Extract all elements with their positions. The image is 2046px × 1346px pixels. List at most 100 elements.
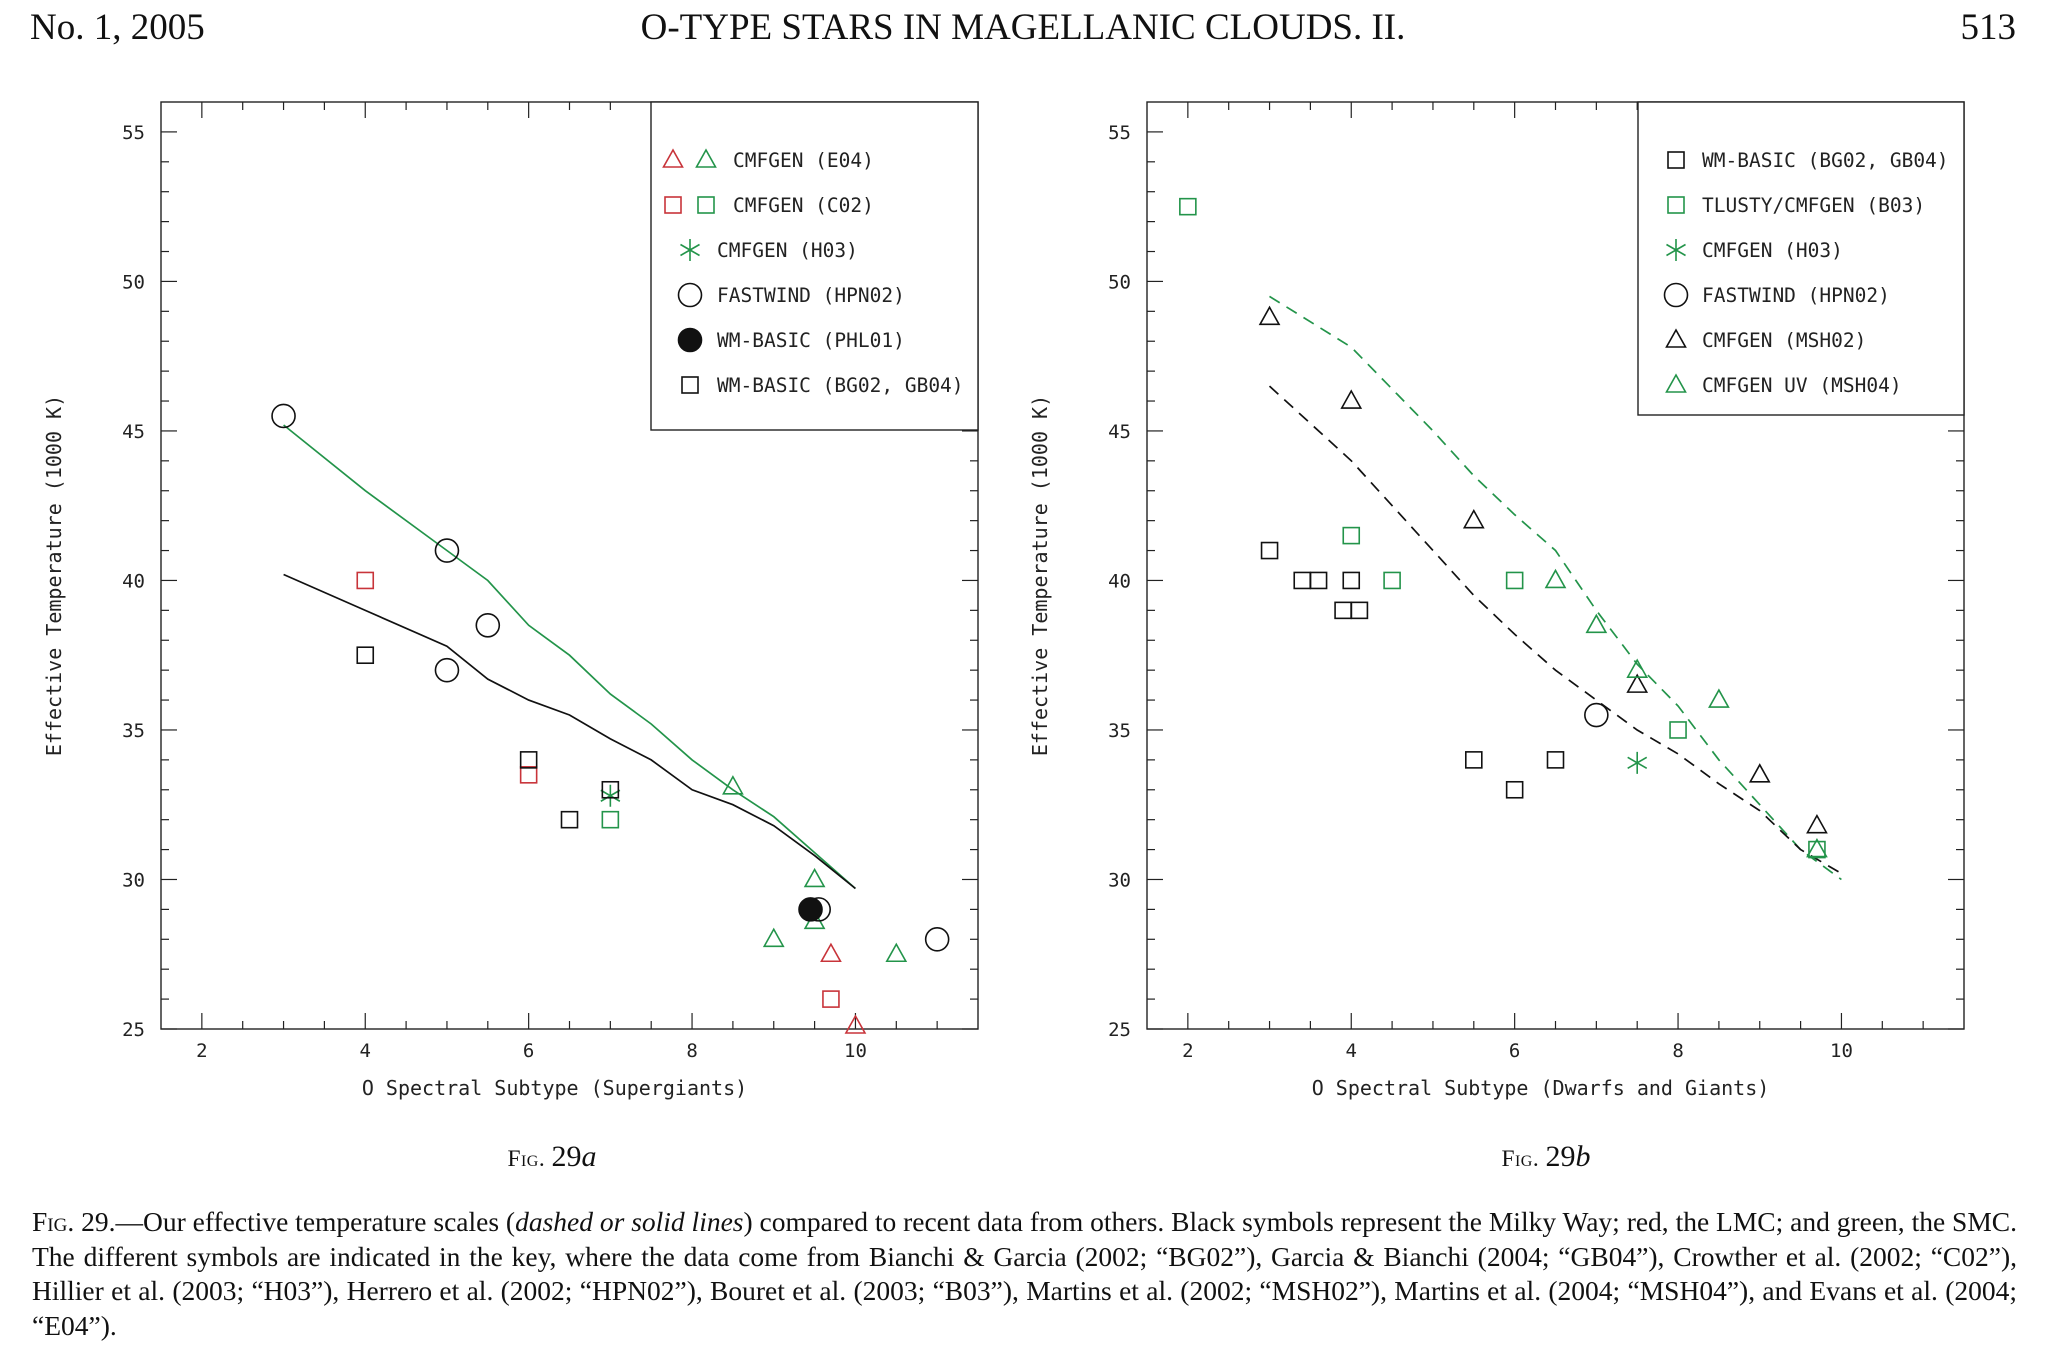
- legend-green-triangle-icon: [695, 148, 717, 168]
- y-tick-label: 40: [122, 570, 145, 592]
- page-header: No. 1, 2005 O-TYPE STARS IN MAGELLANIC C…: [0, 0, 2046, 70]
- x-tick-label: 8: [686, 1040, 697, 1062]
- black-triangle-data-point: [1340, 389, 1363, 409]
- caption-text-1: —Our effective temperature scales (: [115, 1206, 516, 1237]
- y-axis-label: Effective Temperature (1000 K): [42, 395, 66, 756]
- black-circle-data-point: [434, 657, 460, 683]
- legend-label: WM-BASIC (BG02, GB04): [717, 374, 964, 397]
- figure-29b-label: Fig. 29b: [1446, 1140, 1646, 1174]
- legend-green-triangle-icon: [1665, 373, 1687, 393]
- legend-black-square-icon: [1667, 151, 1685, 169]
- black-triangle-data-point: [1626, 673, 1649, 693]
- y-axis-label: Effective Temperature (1000 K): [1028, 395, 1052, 756]
- green-square-data-point: [1808, 840, 1826, 859]
- legend: WM-BASIC (BG02, GB04) TLUSTY/CMFGEN (B03)…: [1637, 101, 1965, 416]
- legend-green-square-icon: [697, 196, 715, 214]
- black-triangle-data-point: [1258, 305, 1281, 326]
- y-tick-label: 55: [122, 122, 145, 144]
- figure-caption: Fig. 29.—Our effective temperature scale…: [32, 1205, 2017, 1343]
- black-square-data-point: [356, 646, 375, 665]
- y-tick-label: 50: [122, 271, 145, 293]
- black-triangle-data-point: [1462, 509, 1485, 529]
- legend-label: CMFGEN (H03): [1702, 239, 1843, 262]
- figure-29b-letter: b: [1575, 1140, 1591, 1173]
- black-square-data-point: [1505, 780, 1524, 799]
- caption-lead: Fig. 29.: [32, 1206, 116, 1237]
- legend-label: CMFGEN (C02): [733, 194, 874, 217]
- x-tick-label: 6: [523, 1040, 534, 1062]
- black-square-data-point: [519, 751, 538, 769]
- black-circle-data-point: [434, 538, 460, 563]
- legend: CMFGEN (E04) CMFGEN (C02) CMFGEN (H03) FAST…: [650, 101, 979, 431]
- y-tick-label: 45: [122, 421, 145, 443]
- legend-black-triangle-icon: [1665, 328, 1687, 348]
- green-solid-scale-line: [283, 424, 856, 890]
- black-solid-scale-line: [283, 573, 856, 890]
- black-square-data-point: [1546, 751, 1565, 769]
- green-triangle-data-point: [1544, 568, 1567, 589]
- black-triangle-data-point: [1806, 814, 1828, 834]
- black-circle-data-point: [475, 613, 501, 638]
- y-tick-label: 25: [122, 1019, 145, 1041]
- black-square-data-point: [1465, 751, 1483, 769]
- journal-issue: No. 1, 2005: [30, 7, 205, 48]
- y-tick-label: 40: [1108, 570, 1131, 592]
- legend-red-square-icon: [664, 196, 682, 214]
- red-triangle-data-point: [844, 1014, 867, 1034]
- legend-green-star-icon: [1666, 239, 1686, 261]
- legend-label: CMFGEN (H03): [717, 239, 858, 262]
- black-square-data-point: [1350, 601, 1369, 620]
- legend-black-filled-circle-icon: [677, 327, 703, 353]
- green-square-data-point: [1383, 571, 1401, 590]
- red-square-data-point: [356, 571, 375, 590]
- legend-label: WM-BASIC (BG02, GB04): [1702, 149, 1949, 172]
- legend-green-square-icon: [1667, 196, 1685, 214]
- green-square-data-point: [601, 810, 620, 829]
- x-tick-label: 10: [844, 1040, 867, 1062]
- x-tick-label: 4: [1346, 1040, 1357, 1062]
- figure-29a-letter: a: [581, 1140, 597, 1173]
- black-triangle-data-point: [1748, 763, 1771, 783]
- green-star-data-point: [1627, 751, 1648, 774]
- black-circle-data-point: [1584, 702, 1609, 728]
- y-tick-label: 55: [1108, 122, 1131, 144]
- green-dashed-scale-line: [1269, 295, 1842, 881]
- green-triangle-data-point: [885, 942, 908, 963]
- legend-label: WM-BASIC (PHL01): [717, 329, 905, 352]
- legend-label: CMFGEN UV (MSH04): [1702, 374, 1902, 397]
- y-tick-label: 30: [1108, 869, 1131, 891]
- y-tick-label: 50: [1108, 271, 1131, 293]
- black-circle-data-point: [924, 926, 950, 952]
- black-dashed-scale-line: [1268, 385, 1842, 875]
- legend-label: FASTWIND (HPN02): [717, 284, 905, 307]
- y-tick-label: 35: [122, 720, 145, 742]
- page-number: 513: [1960, 7, 2017, 48]
- x-tick-label: 2: [196, 1040, 207, 1062]
- black-square-data-point: [1260, 541, 1279, 560]
- legend-label: CMFGEN (MSH02): [1702, 329, 1866, 352]
- figure-29a-number: 29: [551, 1140, 582, 1173]
- black-square-data-point: [560, 810, 579, 829]
- x-tick-label: 4: [360, 1040, 371, 1062]
- legend-label: TLUSTY/CMFGEN (B03): [1702, 194, 1925, 217]
- black-square-data-point: [1334, 601, 1352, 620]
- figure-29b-number: 29: [1545, 1140, 1576, 1173]
- x-axis-label: O Spectral Subtype (Supergiants): [362, 1076, 747, 1100]
- green-triangle-data-point: [1806, 837, 1828, 858]
- black-filled-circle-data-point: [798, 897, 823, 922]
- figure-29a-label: Fig. 29a: [452, 1140, 652, 1174]
- black-square-data-point: [1293, 571, 1312, 590]
- running-title: O-TYPE STARS IN MAGELLANIC CLOUDS. II.: [640, 7, 1406, 48]
- figure-29b-prefix: Fig.: [1501, 1146, 1546, 1172]
- green-square-data-point: [1505, 571, 1524, 590]
- green-square-data-point: [1342, 526, 1361, 545]
- red-square-data-point: [822, 990, 840, 1008]
- caption-text-2: ) compared to recent data from others. B…: [32, 1206, 2018, 1341]
- x-tick-label: 8: [1672, 1040, 1683, 1062]
- legend-black-square-icon: [681, 376, 699, 394]
- legend-label: CMFGEN (E04): [733, 149, 874, 172]
- black-square-data-point: [1342, 571, 1361, 590]
- x-tick-label: 2: [1182, 1040, 1193, 1062]
